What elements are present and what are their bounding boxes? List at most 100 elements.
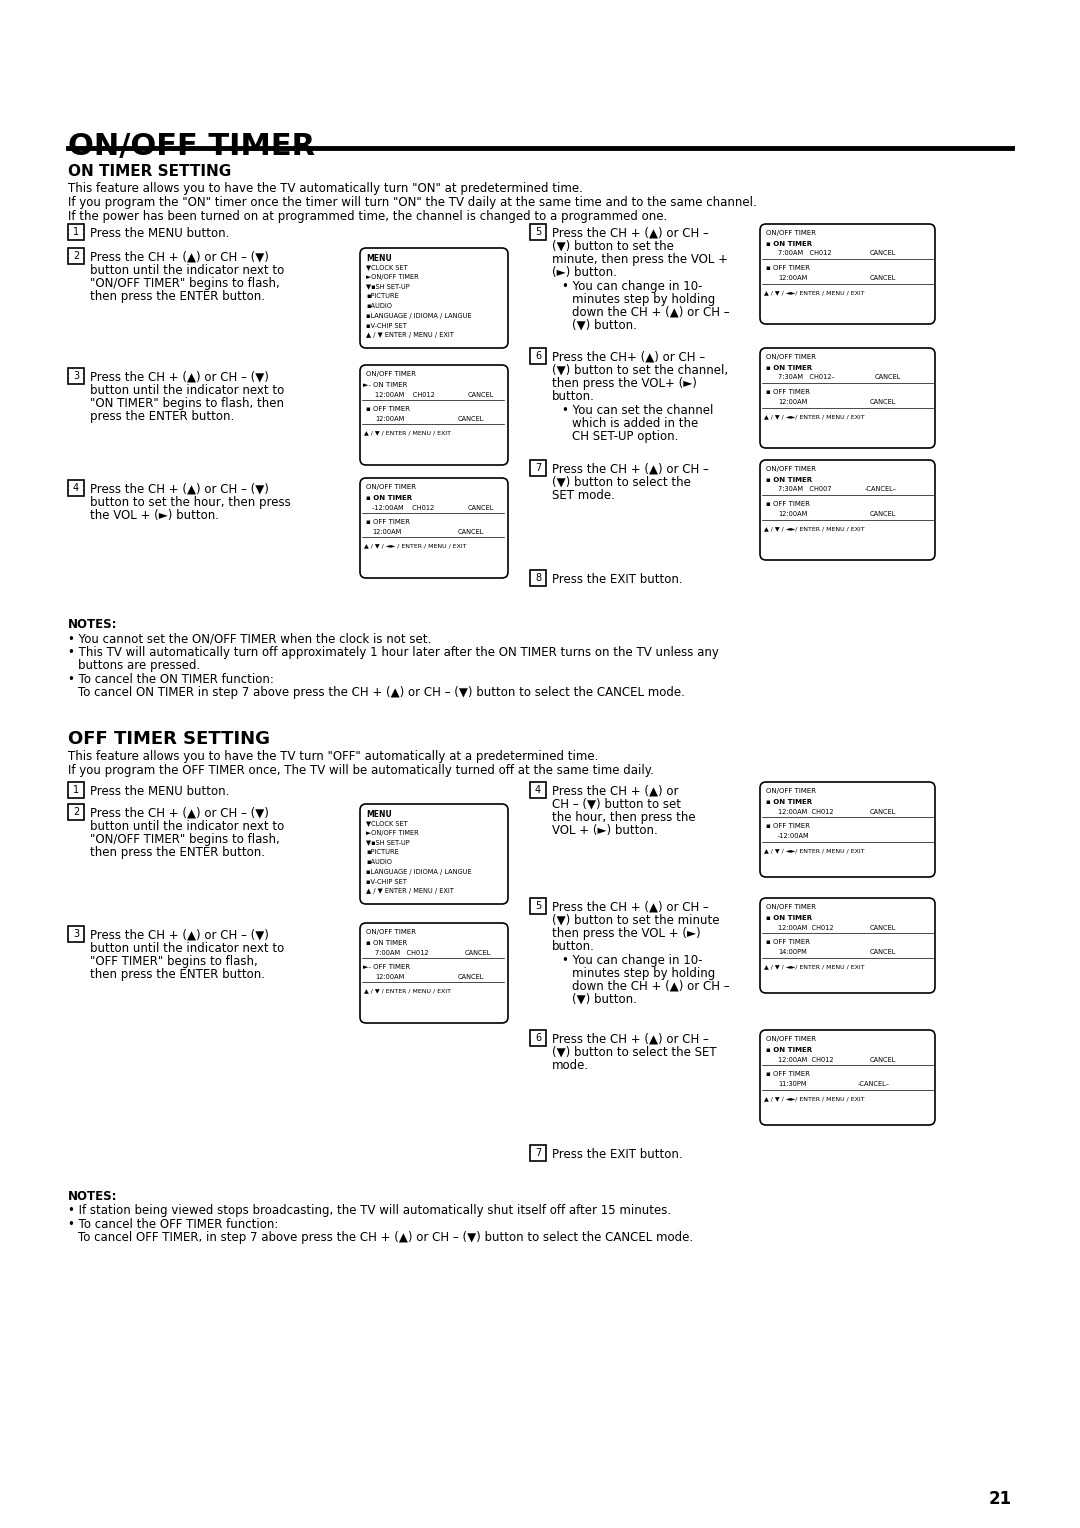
- Text: -12:00AM    CH012: -12:00AM CH012: [372, 504, 434, 510]
- Text: 7:30AM   CH012–: 7:30AM CH012–: [778, 374, 835, 380]
- Text: ▪ OFF TIMER: ▪ OFF TIMER: [766, 940, 810, 944]
- Text: CH – (▼) button to set: CH – (▼) button to set: [552, 798, 681, 811]
- Text: button until the indicator next to: button until the indicator next to: [90, 264, 284, 277]
- Text: ▪AUDIO: ▪AUDIO: [366, 859, 392, 865]
- Text: (▼) button to set the minute: (▼) button to set the minute: [552, 914, 719, 927]
- Text: ▪AUDIO: ▪AUDIO: [366, 303, 392, 309]
- Text: ON TIMER SETTING: ON TIMER SETTING: [68, 163, 231, 179]
- Text: MENU: MENU: [366, 254, 392, 263]
- Text: CANCEL: CANCEL: [870, 251, 896, 257]
- Text: • You cannot set the ON/OFF TIMER when the clock is not set.: • You cannot set the ON/OFF TIMER when t…: [68, 633, 431, 645]
- Text: then press the VOL+ (►): then press the VOL+ (►): [552, 377, 697, 390]
- FancyBboxPatch shape: [760, 348, 935, 448]
- Text: down the CH + (▲) or CH –: down the CH + (▲) or CH –: [572, 979, 730, 993]
- Text: 3: 3: [73, 929, 79, 940]
- Text: button.: button.: [552, 390, 595, 403]
- Bar: [530, 898, 546, 914]
- FancyBboxPatch shape: [360, 365, 508, 465]
- Text: "ON/OFF TIMER" begins to flash,: "ON/OFF TIMER" begins to flash,: [90, 833, 280, 847]
- Bar: [530, 1030, 546, 1047]
- Text: CANCEL: CANCEL: [870, 924, 896, 931]
- Text: ▪ OFF TIMER: ▪ OFF TIMER: [766, 390, 810, 396]
- Text: ▼▪SH SET-UP: ▼▪SH SET-UP: [366, 839, 409, 845]
- Text: ▲ / ▼ ENTER / MENU / EXIT: ▲ / ▼ ENTER / MENU / EXIT: [366, 888, 454, 894]
- Text: ON/OFF TIMER: ON/OFF TIMER: [766, 1036, 816, 1042]
- Text: • If station being viewed stops broadcasting, the TV will automatically shut its: • If station being viewed stops broadcas…: [68, 1204, 671, 1216]
- Text: -12:00AM: -12:00AM: [778, 833, 810, 839]
- Text: CANCEL: CANCEL: [458, 529, 484, 535]
- Text: ▪ OFF TIMER: ▪ OFF TIMER: [766, 1071, 810, 1077]
- Text: (▼) button to set the channel,: (▼) button to set the channel,: [552, 364, 728, 377]
- Text: 12:00AM  CH012: 12:00AM CH012: [778, 1057, 834, 1063]
- Text: buttons are pressed.: buttons are pressed.: [78, 659, 200, 672]
- Text: 12:00AM  CH012: 12:00AM CH012: [778, 924, 834, 931]
- Text: OFF TIMER SETTING: OFF TIMER SETTING: [68, 730, 270, 749]
- Text: NOTES:: NOTES:: [68, 617, 118, 631]
- Text: CANCEL: CANCEL: [458, 973, 484, 979]
- Text: (▼) button to select the: (▼) button to select the: [552, 477, 691, 489]
- Text: CANCEL: CANCEL: [870, 399, 896, 405]
- Text: ▪ ON TIMER: ▪ ON TIMER: [766, 365, 812, 371]
- Text: the VOL + (►) button.: the VOL + (►) button.: [90, 509, 219, 523]
- Text: • To cancel the ON TIMER function:: • To cancel the ON TIMER function:: [68, 672, 274, 686]
- Text: 11:30PM: 11:30PM: [778, 1080, 807, 1086]
- Text: Press the MENU button.: Press the MENU button.: [90, 785, 229, 798]
- Text: Press the CH + (▲) or CH –: Press the CH + (▲) or CH –: [552, 902, 708, 914]
- Text: button until the indicator next to: button until the indicator next to: [90, 821, 284, 833]
- Text: • You can set the channel: • You can set the channel: [562, 403, 714, 417]
- Text: button until the indicator next to: button until the indicator next to: [90, 384, 284, 397]
- Text: ▲ / ▼ / ENTER / MENU / EXIT: ▲ / ▼ / ENTER / MENU / EXIT: [364, 989, 451, 993]
- Text: (▼) button to set the: (▼) button to set the: [552, 240, 674, 254]
- FancyBboxPatch shape: [760, 460, 935, 559]
- Text: "ON TIMER" begins to flash, then: "ON TIMER" begins to flash, then: [90, 397, 284, 410]
- Text: ▪ OFF TIMER: ▪ OFF TIMER: [766, 824, 810, 830]
- Text: 12:00AM: 12:00AM: [778, 510, 807, 516]
- Text: 1: 1: [73, 228, 79, 237]
- Text: ON/OFF TIMER: ON/OFF TIMER: [766, 466, 816, 472]
- Text: 7:00AM   CH012: 7:00AM CH012: [375, 950, 429, 957]
- Text: 4: 4: [535, 785, 541, 795]
- Text: 12:00AM: 12:00AM: [778, 399, 807, 405]
- Text: down the CH + (▲) or CH –: down the CH + (▲) or CH –: [572, 306, 730, 319]
- Text: Press the EXIT button.: Press the EXIT button.: [552, 1148, 683, 1161]
- Text: ▲ / ▼ / ◄►/ ENTER / MENU / EXIT: ▲ / ▼ / ◄►/ ENTER / MENU / EXIT: [764, 290, 865, 295]
- Text: 12:00AM: 12:00AM: [375, 973, 404, 979]
- Text: ►- ON TIMER: ►- ON TIMER: [363, 382, 407, 388]
- Text: ON/OFF TIMER: ON/OFF TIMER: [766, 788, 816, 795]
- Text: Press the CH + (▲) or CH – (▼): Press the CH + (▲) or CH – (▼): [90, 371, 269, 384]
- Text: 7:30AM   CH007: 7:30AM CH007: [778, 486, 832, 492]
- Text: CANCEL: CANCEL: [875, 374, 902, 380]
- Text: Press the CH+ (▲) or CH –: Press the CH+ (▲) or CH –: [552, 351, 705, 364]
- Text: press the ENTER button.: press the ENTER button.: [90, 410, 234, 423]
- Text: CANCEL: CANCEL: [870, 510, 896, 516]
- Text: minute, then press the VOL +: minute, then press the VOL +: [552, 254, 728, 266]
- Text: ▪PICTURE: ▪PICTURE: [366, 850, 399, 856]
- Text: ON/OFF TIMER: ON/OFF TIMER: [68, 131, 315, 160]
- Text: ▲ / ▼ ENTER / MENU / EXIT: ▲ / ▼ ENTER / MENU / EXIT: [366, 333, 454, 338]
- Text: which is added in the: which is added in the: [572, 417, 699, 429]
- Text: 2: 2: [72, 251, 79, 261]
- Text: 12:00AM: 12:00AM: [778, 275, 807, 281]
- Bar: [530, 1144, 546, 1161]
- Text: 7:00AM   CH012: 7:00AM CH012: [778, 251, 832, 257]
- FancyBboxPatch shape: [760, 782, 935, 877]
- Text: minutes step by holding: minutes step by holding: [572, 293, 715, 306]
- Text: 3: 3: [73, 371, 79, 380]
- FancyBboxPatch shape: [760, 225, 935, 324]
- Text: CH SET-UP option.: CH SET-UP option.: [572, 429, 678, 443]
- Text: Press the MENU button.: Press the MENU button.: [90, 228, 229, 240]
- Text: CANCEL: CANCEL: [870, 1057, 896, 1063]
- Text: Press the CH + (▲) or CH – (▼): Press the CH + (▲) or CH – (▼): [90, 807, 269, 821]
- Text: mode.: mode.: [552, 1059, 589, 1073]
- Text: ON/OFF TIMER: ON/OFF TIMER: [366, 929, 416, 935]
- FancyBboxPatch shape: [760, 1030, 935, 1125]
- Text: CANCEL: CANCEL: [870, 949, 896, 955]
- Text: ▲ / ▼ / ◄► / ENTER / MENU / EXIT: ▲ / ▼ / ◄► / ENTER / MENU / EXIT: [364, 542, 467, 549]
- Text: 4: 4: [73, 483, 79, 494]
- Text: (▼) button.: (▼) button.: [572, 993, 637, 1005]
- Text: Press the CH + (▲) or: Press the CH + (▲) or: [552, 785, 678, 798]
- FancyBboxPatch shape: [760, 898, 935, 993]
- FancyBboxPatch shape: [360, 804, 508, 905]
- Bar: [68, 926, 84, 941]
- Text: MENU: MENU: [366, 810, 392, 819]
